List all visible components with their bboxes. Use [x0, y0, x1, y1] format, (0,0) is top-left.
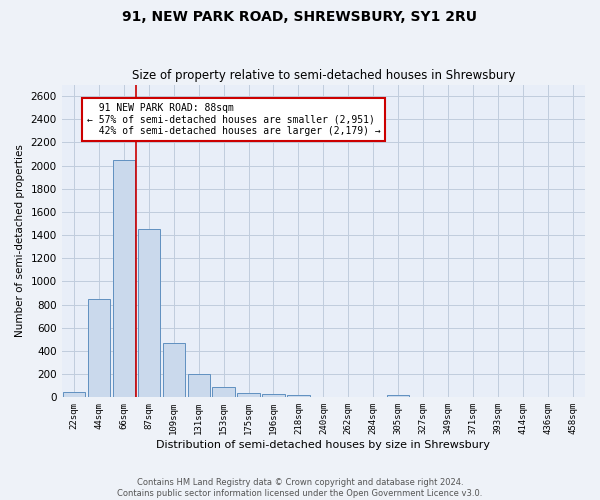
Bar — [163, 343, 185, 398]
Bar — [63, 392, 85, 398]
Text: Contains HM Land Registry data © Crown copyright and database right 2024.
Contai: Contains HM Land Registry data © Crown c… — [118, 478, 482, 498]
Title: Size of property relative to semi-detached houses in Shrewsbury: Size of property relative to semi-detach… — [131, 69, 515, 82]
Text: 91 NEW PARK ROAD: 88sqm
← 57% of semi-detached houses are smaller (2,951)
  42% : 91 NEW PARK ROAD: 88sqm ← 57% of semi-de… — [86, 103, 380, 136]
Bar — [88, 299, 110, 398]
Bar — [387, 395, 409, 398]
Bar — [137, 230, 160, 398]
Bar — [262, 394, 285, 398]
X-axis label: Distribution of semi-detached houses by size in Shrewsbury: Distribution of semi-detached houses by … — [157, 440, 490, 450]
Text: 91, NEW PARK ROAD, SHREWSBURY, SY1 2RU: 91, NEW PARK ROAD, SHREWSBURY, SY1 2RU — [122, 10, 478, 24]
Y-axis label: Number of semi-detached properties: Number of semi-detached properties — [15, 144, 25, 338]
Bar — [212, 387, 235, 398]
Bar — [113, 160, 135, 398]
Bar — [287, 395, 310, 398]
Bar — [238, 392, 260, 398]
Bar — [188, 374, 210, 398]
